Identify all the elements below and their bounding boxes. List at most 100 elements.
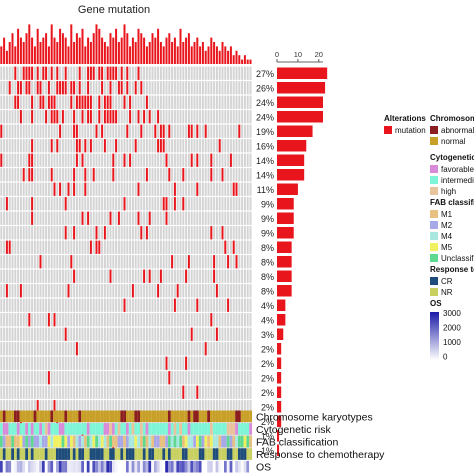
mutation-cell (101, 124, 104, 138)
empty-cell (196, 240, 199, 254)
empty-cell (78, 110, 81, 124)
empty-cell (120, 313, 123, 327)
empty-cell (73, 385, 76, 399)
track-cell (67, 448, 71, 460)
track-cell (184, 423, 188, 435)
empty-cell (159, 226, 162, 240)
empty-cell (14, 356, 17, 370)
empty-cell (120, 226, 123, 240)
empty-cell (59, 327, 62, 341)
empty-cell (140, 197, 143, 211)
track-cell (151, 423, 155, 435)
empty-cell (61, 356, 64, 370)
empty-cell (5, 168, 8, 182)
top-bar (168, 33, 171, 64)
empty-cell (106, 385, 109, 399)
legend-fab-label: M5 (441, 243, 453, 252)
empty-cell (3, 371, 6, 385)
empty-cell (179, 66, 182, 80)
empty-cell (201, 284, 204, 298)
empty-cell (73, 66, 76, 80)
track-cell (204, 435, 208, 448)
empty-cell (229, 124, 232, 138)
empty-cell (134, 124, 137, 138)
track-cell (61, 423, 65, 435)
empty-cell (22, 153, 25, 167)
empty-cell (187, 182, 190, 196)
empty-cell (112, 356, 115, 370)
empty-cell (182, 400, 185, 414)
empty-cell (123, 66, 126, 80)
top-bar (131, 37, 134, 64)
empty-cell (224, 124, 227, 138)
empty-cell (185, 211, 188, 225)
empty-cell (232, 124, 235, 138)
mutation-cell (218, 139, 221, 153)
empty-cell (64, 139, 67, 153)
empty-cell (84, 66, 87, 80)
empty-cell (3, 182, 6, 196)
mutation-cell (227, 298, 230, 312)
track-cell (98, 423, 101, 435)
mutation-cell (84, 182, 87, 196)
empty-cell (73, 211, 76, 225)
empty-cell (182, 269, 185, 283)
empty-cell (59, 153, 62, 167)
empty-cell (185, 342, 188, 356)
track-cell (89, 410, 93, 423)
empty-cell (87, 356, 90, 370)
empty-cell (5, 356, 8, 370)
track-cell (232, 423, 236, 435)
empty-cell (126, 385, 129, 399)
mutation-cell (39, 81, 42, 95)
percentage-label: 19% (256, 127, 274, 137)
empty-cell (42, 168, 45, 182)
empty-cell (173, 313, 176, 327)
empty-cell (8, 168, 11, 182)
mutation-cell (67, 284, 70, 298)
empty-cell (67, 342, 70, 356)
mutation-cell (117, 81, 120, 95)
empty-cell (137, 81, 140, 95)
empty-cell (17, 284, 20, 298)
empty-cell (179, 356, 182, 370)
legend-title-alterations: Alterations (384, 114, 426, 123)
empty-cell (126, 255, 129, 269)
track-cell (235, 460, 239, 473)
track-cell (151, 448, 155, 460)
empty-cell (134, 342, 137, 356)
empty-cell (45, 313, 48, 327)
empty-cell (14, 385, 17, 399)
empty-cell (201, 385, 204, 399)
track-cell (126, 410, 129, 423)
empty-cell (171, 342, 174, 356)
mutation-cell (75, 342, 78, 356)
empty-cell (56, 240, 59, 254)
empty-cell (227, 211, 230, 225)
mutation-cell (28, 81, 31, 95)
empty-cell (67, 197, 70, 211)
empty-cell (218, 284, 221, 298)
empty-cell (129, 211, 132, 225)
empty-cell (5, 95, 8, 109)
track-cell (173, 460, 177, 473)
empty-cell (25, 327, 28, 341)
track-cell (218, 448, 222, 460)
empty-cell (187, 66, 190, 80)
empty-cell (199, 81, 202, 95)
empty-cell (103, 269, 106, 283)
empty-cell (179, 313, 182, 327)
empty-cell (92, 81, 95, 95)
empty-cell (215, 139, 218, 153)
empty-cell (182, 211, 185, 225)
empty-cell (17, 385, 20, 399)
empty-cell (39, 313, 42, 327)
empty-cell (215, 153, 218, 167)
mutation-cell (8, 81, 11, 95)
track-cell (151, 410, 155, 423)
mutation-cell (165, 356, 168, 370)
empty-cell (42, 269, 45, 283)
empty-cell (176, 385, 179, 399)
mutation-cell (64, 66, 67, 80)
empty-cell (101, 385, 104, 399)
